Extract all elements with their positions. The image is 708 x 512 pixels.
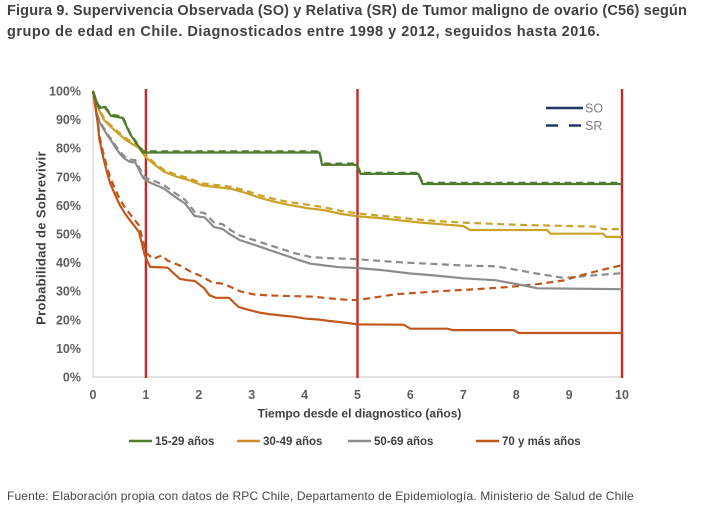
svg-text:2: 2 [195,388,202,402]
svg-text:30%: 30% [56,285,81,299]
svg-text:10: 10 [615,388,629,402]
svg-text:100%: 100% [49,85,81,99]
svg-text:Tiempo desde el diagnostico (a: Tiempo desde el diagnostico (años) [258,407,462,421]
svg-text:30-49 años: 30-49 años [263,436,322,448]
svg-text:50%: 50% [56,228,81,242]
svg-text:80%: 80% [56,142,81,156]
svg-text:60%: 60% [56,199,81,213]
svg-text:70 y más años: 70 y más años [502,436,581,448]
svg-text:10%: 10% [56,342,81,356]
svg-text:20%: 20% [56,313,81,327]
svg-text:4: 4 [301,388,308,402]
svg-text:6: 6 [407,388,414,402]
svg-text:90%: 90% [56,113,81,127]
svg-text:1: 1 [142,388,149,402]
svg-text:SR: SR [585,119,602,133]
svg-text:0: 0 [90,388,97,402]
svg-text:SO: SO [585,102,603,116]
svg-text:50-69 años: 50-69 años [374,436,433,448]
svg-text:9: 9 [566,388,573,402]
svg-text:3: 3 [248,388,255,402]
svg-text:40%: 40% [56,256,81,270]
svg-text:5: 5 [354,388,361,402]
svg-text:7: 7 [460,388,467,402]
svg-text:Probabilidad de Sobrevivir: Probabilidad de Sobrevivir [34,151,49,325]
svg-text:8: 8 [513,388,520,402]
svg-text:0%: 0% [63,371,81,385]
svg-text:70%: 70% [56,170,81,184]
svg-text:15-29 años: 15-29 años [155,436,214,448]
